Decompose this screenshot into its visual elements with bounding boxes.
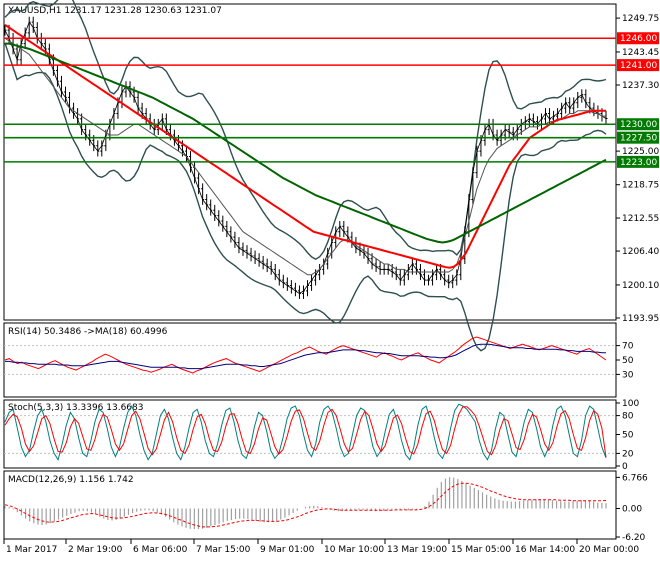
price-level-tag — [617, 59, 659, 72]
macd-signal-line — [4, 482, 607, 528]
rsi-header: RSI(14) 50.3486 ->MA(18) 60.4996 — [8, 327, 168, 337]
price-level-label: 1230.00 — [620, 120, 657, 130]
x-tick-label: 9 Mar 01:00 — [260, 545, 315, 555]
stoch-y-tick-label: 20 — [622, 449, 634, 459]
macd-y-tick-label: 6.766 — [622, 473, 648, 483]
main-y-tick-label: 1237.30 — [622, 81, 659, 91]
macd-y-tick-label: -6.20 — [622, 533, 646, 543]
macd-y-tick-label: 0.00 — [622, 504, 642, 514]
rsi-y-tick-label: 70 — [622, 342, 634, 352]
bollinger-upper-line — [4, 0, 607, 261]
main-y-tick-label: 1193.95 — [622, 314, 659, 324]
x-tick-label: 6 Mar 06:00 — [133, 545, 188, 555]
x-tick-label: 1 Mar 2017 — [6, 545, 57, 555]
price-level-tag — [617, 131, 659, 144]
main-y-tick-label: 1200.10 — [622, 281, 659, 291]
ma-line-3 — [5, 42, 607, 244]
macd-pane — [3, 470, 617, 540]
macd-header: MACD(12,26,9) 1.156 1.742 — [8, 475, 134, 485]
main-y-tick-label: 1249.75 — [622, 14, 659, 24]
ma-line-2 — [4, 23, 606, 269]
stoch-line-2 — [4, 406, 607, 458]
price-level-label: 1227.50 — [620, 134, 657, 144]
rsi-y-tick-label: 30 — [622, 370, 634, 380]
main-y-tick-label: 1225.00 — [622, 147, 659, 157]
price-level-tag — [617, 155, 659, 168]
price-level-label: 1246.00 — [620, 34, 657, 44]
main-y-tick-label: 1212.55 — [622, 214, 659, 224]
x-tick-label: 16 Mar 14:00 — [515, 545, 575, 555]
stoch-y-tick-label: 0 — [622, 462, 628, 472]
x-tick-label: 15 Mar 05:00 — [451, 545, 511, 555]
main-y-tick-label: 1243.45 — [622, 48, 659, 58]
main-y-tick-label: 1206.40 — [622, 247, 659, 257]
rsi-y-tick-label: 50 — [622, 356, 634, 366]
stoch-header: Stoch(5,3,3) 13.3396 13.6683 — [8, 403, 143, 413]
main-y-tick-label: 1218.75 — [622, 181, 659, 191]
price-level-label: 1241.00 — [620, 61, 657, 71]
x-tick-label: 2 Mar 19:00 — [68, 545, 123, 555]
price-level-label: 1223.00 — [620, 158, 657, 168]
stoch-y-tick-label: 100 — [622, 399, 639, 409]
ma-line-1 — [4, 37, 606, 276]
price-level-tag — [617, 32, 659, 45]
close-line — [4, 21, 607, 294]
x-tick-label: 13 Mar 19:00 — [387, 545, 447, 555]
stoch-y-tick-label: 50 — [622, 431, 634, 441]
stoch-line-1 — [4, 403, 607, 461]
stoch-y-tick-label: 80 — [622, 412, 634, 422]
x-tick-label: 20 Mar 00:00 — [579, 545, 639, 555]
x-tick-label: 10 Mar 10:00 — [324, 545, 384, 555]
main-header: XAUUSD,H1 1231.17 1231.28 1230.63 1231.0… — [8, 6, 222, 16]
price-level-tag — [617, 118, 659, 131]
bollinger-lower-line — [4, 42, 607, 352]
x-tick-label: 7 Mar 15:00 — [196, 545, 251, 555]
rsi-line-2 — [5, 343, 606, 370]
